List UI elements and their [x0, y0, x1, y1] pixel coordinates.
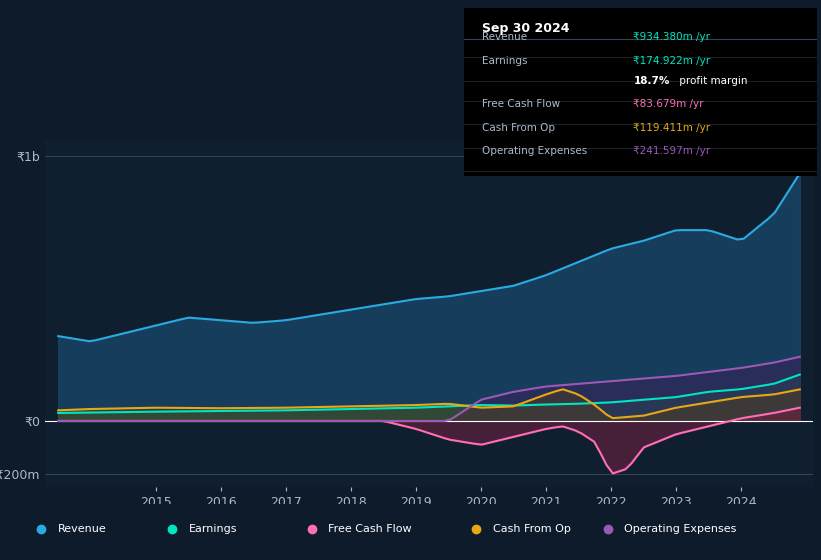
- Text: Cash From Op: Cash From Op: [481, 123, 554, 133]
- Text: ₹83.679m /yr: ₹83.679m /yr: [633, 99, 704, 109]
- Text: Sep 30 2024: Sep 30 2024: [481, 22, 569, 35]
- Text: ₹119.411m /yr: ₹119.411m /yr: [633, 123, 710, 133]
- Text: ₹241.597m /yr: ₹241.597m /yr: [633, 146, 710, 156]
- Text: Earnings: Earnings: [189, 524, 237, 534]
- Text: Revenue: Revenue: [57, 524, 106, 534]
- Text: Revenue: Revenue: [481, 32, 526, 42]
- Text: Cash From Op: Cash From Op: [493, 524, 571, 534]
- Text: ₹934.380m /yr: ₹934.380m /yr: [633, 32, 710, 42]
- Text: Operating Expenses: Operating Expenses: [481, 146, 587, 156]
- Text: Free Cash Flow: Free Cash Flow: [328, 524, 412, 534]
- Text: ₹174.922m /yr: ₹174.922m /yr: [633, 55, 710, 66]
- Text: Operating Expenses: Operating Expenses: [624, 524, 736, 534]
- Text: Earnings: Earnings: [481, 55, 527, 66]
- Text: Free Cash Flow: Free Cash Flow: [481, 99, 560, 109]
- Text: 18.7%: 18.7%: [633, 76, 670, 86]
- Text: profit margin: profit margin: [676, 76, 747, 86]
